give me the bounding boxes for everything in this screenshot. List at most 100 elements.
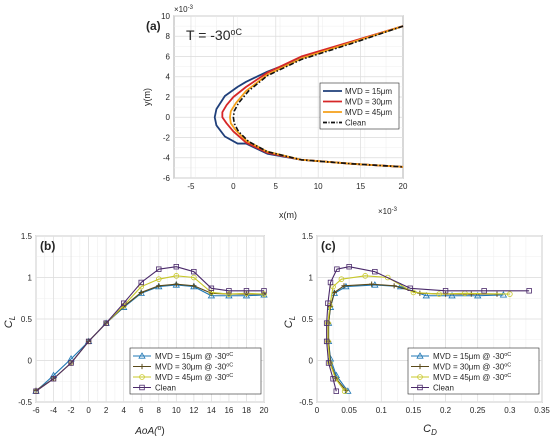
x-tick-label: 15 (356, 182, 365, 191)
legend-label: MVD = 45μm @ -30oC (433, 373, 511, 382)
data-point (422, 291, 430, 299)
x-tick-label: 8 (157, 406, 162, 415)
data-point (323, 338, 330, 345)
data-point (526, 288, 532, 294)
panel-a: -5 0 5 10 15 20 -6 -4 -2 0 2 4 6 8 10 (a) T = -30oC ×1… (142, 5, 408, 220)
series-line (326, 266, 530, 392)
data-point (139, 384, 145, 391)
data-point (68, 360, 74, 366)
x-axis-label-unit: o (157, 425, 161, 432)
x-tick-label: 0.15 (406, 406, 422, 415)
data-point (156, 283, 162, 289)
annotation-unit: oC (231, 27, 243, 37)
data-point (417, 363, 423, 370)
legend-label-unit: oC (226, 352, 233, 358)
series-group (213, 25, 404, 168)
data-point (103, 320, 109, 326)
data-point (33, 388, 39, 394)
y-axis-label: CL (3, 316, 17, 328)
panel-label: (c) (321, 239, 336, 253)
legend-label-text: MVD = 15μm @ -30 (155, 352, 227, 361)
data-point (138, 279, 144, 286)
series-line (35, 284, 265, 392)
legend-label-text: MVD = 45μm @ -30 (433, 373, 505, 382)
x-tick-label: 0 (86, 406, 91, 415)
y-tick-label: 0 (309, 356, 314, 365)
x-tick-label: 6 (139, 406, 144, 415)
y-tick-label: 1.5 (302, 232, 314, 241)
data-point (327, 279, 334, 286)
y-axis-label-sub: L (8, 316, 17, 320)
data-point (417, 384, 423, 391)
x-tick-label: 5 (274, 182, 279, 191)
x-tick-label: 20 (260, 406, 269, 415)
x-tick-label: 10 (172, 406, 181, 415)
y-axis-label: y(m) (142, 88, 152, 106)
data-point (85, 338, 92, 345)
y-tick-label: 4 (166, 73, 171, 82)
legend-label-text: MVD = 30μm @ -30 (155, 363, 227, 372)
data-point (338, 276, 345, 282)
exponent-top: ×10-3 (174, 5, 194, 14)
data-point (207, 291, 216, 299)
x-tick-label: 10 (314, 182, 323, 191)
data-point (481, 288, 487, 294)
x-tick-label: 0.35 (534, 406, 550, 415)
y-tick-label: -0.5 (299, 398, 313, 407)
y-tick-label: 1 (28, 273, 33, 282)
data-point (410, 289, 417, 296)
legend-label: MVD = 15μm @ -30oC (155, 352, 233, 361)
x-tick-label: 0.2 (440, 406, 452, 415)
data-point (407, 285, 413, 291)
series-line (327, 275, 510, 392)
data-point (474, 291, 482, 299)
data-point (416, 352, 424, 359)
legend-label-text: MVD = 30μm @ -30 (433, 363, 505, 372)
legend-label: Clean (433, 384, 454, 393)
legend-label: MVD = 30μm (345, 98, 392, 107)
y-tick-label: 0 (28, 356, 33, 365)
legend-label: MVD = 15μm @ -30oC (433, 352, 511, 361)
data-point (323, 320, 330, 326)
exponent-label: ×10 (378, 207, 392, 216)
data-point (325, 300, 331, 306)
data-point (243, 288, 250, 294)
data-point (468, 291, 474, 297)
data-point (191, 274, 197, 281)
data-point (225, 291, 233, 299)
x-tick-label: 0.3 (504, 406, 516, 415)
data-point (173, 273, 180, 279)
data-point (191, 283, 197, 289)
exponent-label: ×10 (174, 5, 188, 14)
data-point (325, 360, 332, 366)
data-point (50, 376, 57, 382)
x-tick-label: 20 (399, 182, 408, 191)
y-tick-label: 0.5 (302, 315, 314, 324)
y-tick-label: 1 (309, 273, 314, 282)
data-point (173, 281, 179, 287)
data-point (155, 276, 162, 282)
legend-label-unit: oC (226, 363, 233, 369)
x-axis-label-close: ) (161, 426, 164, 437)
x-axis-label: CD (423, 423, 437, 437)
data-point (191, 268, 197, 275)
x-axis-label: x(m) (279, 210, 297, 220)
data-point (333, 388, 339, 394)
x-tick-label: -2 (68, 406, 76, 415)
panel-label: (a) (146, 19, 161, 33)
annotation-text: T = -30 (186, 27, 231, 43)
data-point (138, 283, 145, 290)
x-tick-label: 0.05 (341, 406, 357, 415)
data-point (330, 376, 336, 382)
series-group (323, 264, 532, 395)
y-tick-label: 10 (161, 12, 170, 21)
data-point (372, 268, 378, 275)
y-tick-label: -6 (163, 174, 171, 183)
x-tick-label: -5 (187, 182, 195, 191)
x-axis-label-text: AoA( (134, 426, 159, 437)
legend-label: MVD = 30μm @ -30oC (433, 363, 511, 372)
y-tick-label: -4 (163, 154, 171, 163)
data-point (139, 363, 145, 370)
